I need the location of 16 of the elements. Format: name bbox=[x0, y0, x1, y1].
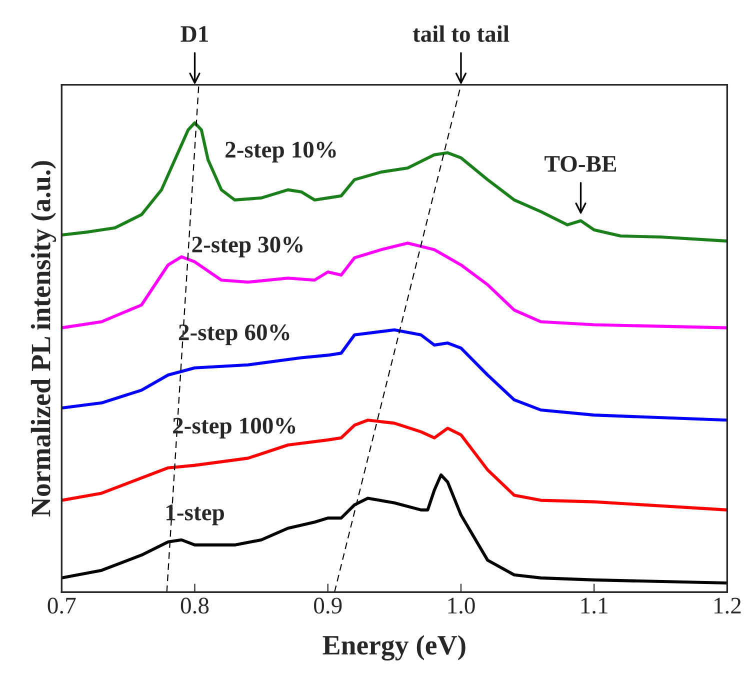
annotation: tail to tail bbox=[412, 25, 510, 42]
x-tick-label: 0.8 bbox=[180, 598, 209, 614]
x-tick-label: 0.9 bbox=[314, 598, 342, 614]
x-tick-label: 0.7 bbox=[48, 598, 76, 614]
x-tick-label: 1.2 bbox=[714, 598, 741, 614]
series-label: 1-step bbox=[166, 504, 224, 526]
series-label: 2-step 30% bbox=[192, 236, 303, 258]
series-label: 2-step 10% bbox=[226, 142, 336, 162]
x-axis-title: Energy (eV) bbox=[322, 635, 466, 660]
x-tick-label: 1.1 bbox=[581, 598, 608, 614]
annotation: D1 bbox=[180, 26, 208, 42]
annotation: TO-BE bbox=[544, 156, 616, 172]
series-label: 2-step 100% bbox=[173, 418, 296, 438]
y-axis-title: Normalized PL intensity (a.u.) bbox=[30, 161, 56, 517]
x-tick-label: 1.0 bbox=[448, 598, 475, 614]
series-label: 2-step 60% bbox=[178, 324, 290, 346]
